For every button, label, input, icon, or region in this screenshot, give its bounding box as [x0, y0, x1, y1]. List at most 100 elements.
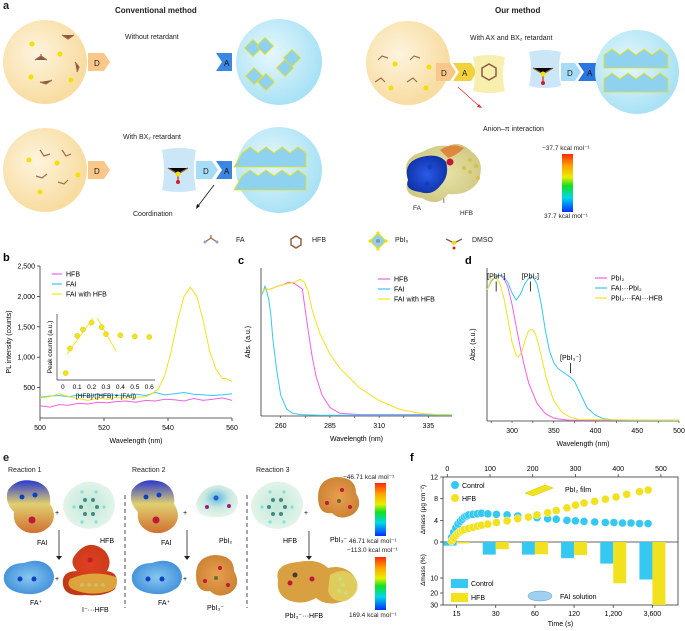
legend-pbi6-label: PbI₆: [395, 237, 409, 244]
bar-hfb-4: [613, 542, 627, 584]
r2-product2-label: PbI₃⁻: [207, 605, 224, 612]
svg-text:D: D: [441, 69, 447, 78]
donor-tag-3: [436, 63, 456, 81]
x-tick-label: 120: [568, 611, 580, 618]
x-tick-label: 450: [631, 428, 643, 435]
point-hfb: [643, 485, 653, 495]
bar-hfb-5: [652, 542, 666, 605]
top-x-tick-label: 100: [484, 466, 496, 473]
point-hfb: [502, 516, 512, 526]
inset-x-axis-title: [HFB]/([HFB] + [FAI]): [76, 393, 136, 400]
legend-swatch-control: [451, 579, 468, 588]
x-tick-label: 500: [673, 428, 685, 435]
bar-control-5: [639, 542, 653, 580]
top-y-tick-label: 8: [434, 496, 438, 503]
inset-x-tick-label: 0.4: [116, 384, 125, 391]
panel-d-label: d: [465, 255, 472, 267]
fai-solution-label: FAI solution: [560, 594, 597, 601]
r1-reactant1-label: FAI: [37, 540, 48, 547]
point-control: [601, 518, 610, 527]
x-tick-label: 300: [506, 428, 518, 435]
legend-fa-label: FA: [236, 237, 245, 244]
top-x-tick-label: 500: [655, 466, 667, 473]
x-tick-label: 560: [226, 425, 238, 432]
coordination-label: Coordination: [133, 211, 173, 218]
pbi2-film-icon: [524, 484, 554, 497]
pbi3-esp-1: [196, 555, 238, 596]
y-axis-title: Abs. (a.u.): [470, 328, 477, 360]
x-tick-label: 400: [590, 428, 602, 435]
bottom-y-tick-label: 10: [430, 576, 438, 583]
esp-i-label: I: [443, 198, 445, 205]
point-control: [483, 509, 493, 519]
bar-hfb-2: [534, 542, 548, 555]
point-hfb: [601, 495, 610, 504]
top-y-tick-label: 12: [430, 475, 438, 482]
inset-point: [67, 345, 73, 352]
fai-esp-2: [130, 480, 178, 534]
colorbar-e1-top-label: −46.71 kcal mol⁻¹: [343, 474, 395, 481]
bar-hfb-3: [574, 542, 588, 555]
series-line-fai: [39, 391, 233, 398]
r1-reactant2-label: HFB: [100, 538, 114, 545]
r1-product2-label: I⁻···HFB: [82, 607, 109, 614]
anion-pi-label: Anion–π interaction: [483, 126, 544, 133]
bar-hfb-0: [456, 542, 470, 544]
fai-solution-icon: [527, 590, 553, 602]
bottom-y-axis-title: Δmass (%): [420, 554, 427, 586]
plus-2: +: [55, 576, 59, 583]
colorbar-a: [562, 154, 573, 212]
inset-point: [103, 331, 109, 337]
dmso-molecule-icon: [445, 238, 463, 250]
inset-x-tick-label: 0.6: [145, 384, 154, 391]
inset-x-tick-label: 0.3: [101, 384, 110, 391]
point-control: [618, 518, 627, 528]
x-tick-label: 350: [548, 428, 560, 435]
x-tick-label: 285: [324, 423, 336, 430]
bar-control-3: [561, 542, 575, 559]
legend-marker-hfb: [451, 494, 459, 502]
legend-hfb-label: HFB: [312, 237, 326, 244]
y-tick-label: 1,000: [17, 355, 35, 362]
plus-4: +: [183, 576, 187, 583]
bar-control-1: [482, 542, 496, 555]
point-control: [552, 515, 561, 524]
chart-c: c 260 285 310 335 Wavelength (nm) Abs. (a.u.) H…: [238, 255, 452, 443]
panel-f-label: f: [410, 452, 414, 464]
r2-reactant1-label: FAI: [161, 540, 172, 547]
fa-hfb-esp-surface: [405, 144, 481, 203]
point-hfb: [622, 490, 631, 499]
our-method-title: Our method: [495, 6, 541, 15]
r3-reactant2-label: PbI₃⁻: [330, 537, 347, 544]
panel-e-label: e: [3, 452, 10, 464]
x-tick-label: 60: [531, 611, 539, 618]
svg-text:D: D: [203, 167, 209, 176]
conventional-method-title: Conventional method: [115, 6, 197, 15]
point-control: [492, 510, 501, 519]
perovskite-sphere-ordered-1: [233, 127, 322, 213]
x-tick-label: 260: [275, 423, 287, 430]
plus-3: +: [183, 510, 187, 517]
point-hfb: [552, 506, 561, 515]
point-hfb: [579, 498, 589, 508]
point-hfb: [483, 519, 493, 529]
chart-b: b 500 1,000 1,500 2,000 2,500 500 520 540 560 Wave…: [3, 252, 238, 445]
top-x-tick-label: 200: [527, 466, 539, 473]
panel-a-schematic: D Without retardant A D With BX₂ retarda…: [3, 19, 679, 218]
bar-hfb-1: [495, 542, 509, 550]
point-hfb: [571, 500, 580, 510]
legend-label: PbI₂···FAI···HFB: [611, 296, 663, 303]
inset-x-tick-label: 0.5: [130, 384, 139, 391]
x-tick-label: 15: [453, 611, 461, 618]
annotation-label: [PbI₃⁻]: [560, 355, 581, 362]
x-axis-title: Wavelength (nm): [330, 436, 383, 443]
point-hfb: [513, 514, 522, 523]
point-hfb: [611, 492, 621, 502]
bottom-y-tick-label: 20: [430, 591, 438, 598]
pbi2-esp: [196, 485, 238, 518]
svg-text:D: D: [567, 69, 573, 78]
top-x-tick-label: 300: [570, 466, 582, 473]
reaction-1-title: Reaction 1: [8, 467, 42, 474]
point-hfb: [562, 503, 572, 513]
